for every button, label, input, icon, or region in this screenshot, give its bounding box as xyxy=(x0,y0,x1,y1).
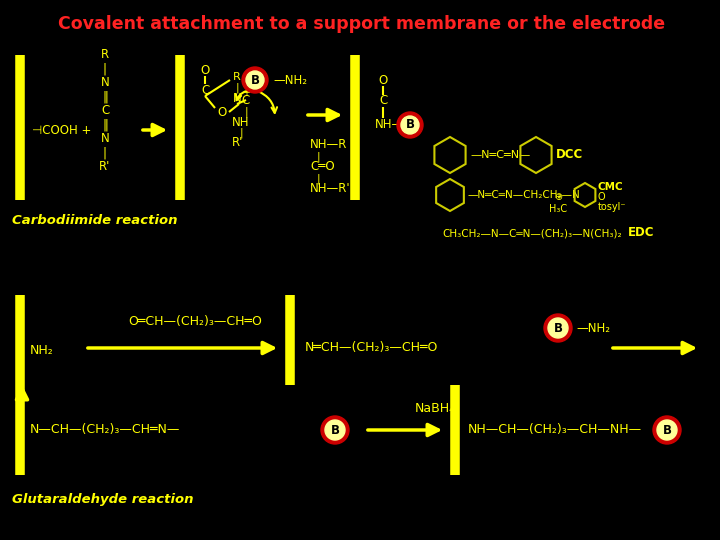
Text: ⊣COOH +: ⊣COOH + xyxy=(32,124,91,137)
Text: |: | xyxy=(103,146,107,159)
Text: |: | xyxy=(239,128,243,138)
Circle shape xyxy=(657,420,677,440)
Text: O: O xyxy=(598,192,606,202)
Text: |: | xyxy=(103,63,107,76)
Text: B: B xyxy=(330,423,340,436)
Text: N: N xyxy=(101,132,109,145)
Text: —N═C═N—: —N═C═N— xyxy=(470,150,530,160)
Text: H₃C: H₃C xyxy=(549,204,567,214)
Text: R: R xyxy=(233,72,241,82)
Text: B: B xyxy=(405,118,415,132)
Text: NaBH₄: NaBH₄ xyxy=(415,402,455,415)
Text: +: + xyxy=(242,88,250,98)
Text: B: B xyxy=(662,423,672,436)
Text: Glutaraldehyde reaction: Glutaraldehyde reaction xyxy=(12,494,194,507)
Text: O: O xyxy=(379,73,387,86)
Text: |: | xyxy=(244,107,248,117)
Text: —NH₂: —NH₂ xyxy=(273,73,307,86)
Circle shape xyxy=(246,71,264,89)
Text: C: C xyxy=(201,84,209,97)
Text: NH—CH—(CH₂)₃—CH—NH—: NH—CH—(CH₂)₃—CH—NH— xyxy=(468,423,642,436)
Text: NH₂: NH₂ xyxy=(30,343,54,356)
Circle shape xyxy=(548,318,568,338)
Circle shape xyxy=(321,416,349,444)
Text: N: N xyxy=(233,91,241,105)
Text: tosyl⁻: tosyl⁻ xyxy=(598,202,626,212)
Text: —N═C═N—CH₂CH₂—N: —N═C═N—CH₂CH₂—N xyxy=(468,190,581,200)
Text: |: | xyxy=(235,83,239,93)
Text: CMC: CMC xyxy=(598,182,624,192)
Text: O: O xyxy=(217,105,227,118)
Text: N═CH—(CH₂)₃—CH═O: N═CH—(CH₂)₃—CH═O xyxy=(305,341,438,354)
Text: NH—: NH— xyxy=(375,118,404,132)
Text: O: O xyxy=(200,64,210,77)
Circle shape xyxy=(242,67,268,93)
Text: N: N xyxy=(101,77,109,90)
Text: B: B xyxy=(554,321,562,334)
Text: C: C xyxy=(101,105,109,118)
Text: R': R' xyxy=(99,160,111,173)
Text: C═O: C═O xyxy=(310,160,335,173)
Circle shape xyxy=(544,314,572,342)
Circle shape xyxy=(397,112,423,138)
Text: NH: NH xyxy=(233,116,250,129)
Text: DCC: DCC xyxy=(556,148,583,161)
Text: ‖: ‖ xyxy=(102,118,108,132)
Circle shape xyxy=(325,420,345,440)
Text: ⊕: ⊕ xyxy=(554,192,562,202)
Text: C: C xyxy=(242,93,250,106)
Text: —NH₂: —NH₂ xyxy=(576,321,610,334)
Text: EDC: EDC xyxy=(628,226,654,240)
Text: ‖: ‖ xyxy=(102,91,108,104)
Text: Covalent attachment to a support membrane or the electrode: Covalent attachment to a support membran… xyxy=(58,15,665,33)
Circle shape xyxy=(401,116,419,134)
Text: Carbodiimide reaction: Carbodiimide reaction xyxy=(12,213,178,226)
Text: |: | xyxy=(316,174,320,184)
Text: NH—R: NH—R xyxy=(310,138,347,152)
Text: NH—R': NH—R' xyxy=(310,183,351,195)
Text: |: | xyxy=(316,152,320,162)
Text: B: B xyxy=(251,73,259,86)
Text: N—CH—(CH₂)₃—CH═N—: N—CH—(CH₂)₃—CH═N— xyxy=(30,423,181,436)
Text: O═CH—(CH₂)₃—CH═O: O═CH—(CH₂)₃—CH═O xyxy=(128,315,262,328)
Text: R': R' xyxy=(233,137,243,150)
Circle shape xyxy=(653,416,681,444)
Text: C: C xyxy=(379,94,387,107)
Text: CH₃CH₂—N—C═N—(CH₂)₃—N(CH₃)₂: CH₃CH₂—N—C═N—(CH₂)₃—N(CH₃)₂ xyxy=(442,228,621,238)
Text: R: R xyxy=(101,49,109,62)
